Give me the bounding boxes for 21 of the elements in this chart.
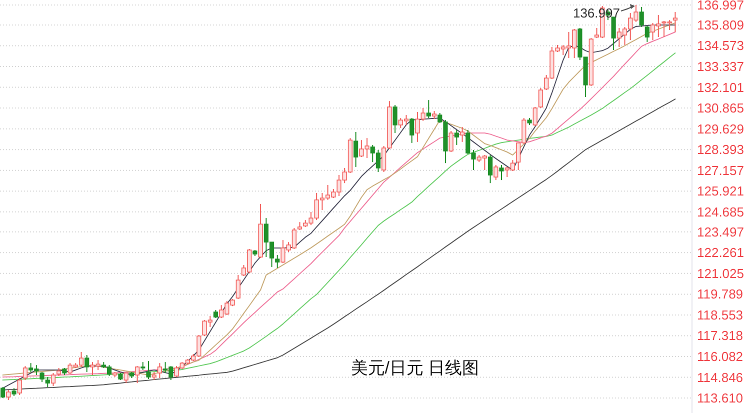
y-tick-label: 119.789	[697, 286, 744, 302]
y-tick-label: 134.573	[697, 38, 744, 54]
y-tick-label: 121.025	[697, 266, 744, 281]
text: 美元/日元 日线图	[350, 358, 480, 378]
y-tick-label: 122.261	[697, 245, 744, 260]
y-tick-label: 127.157	[697, 162, 744, 178]
y-tick-label: 123.497	[697, 224, 744, 240]
y-tick-label: 132.101	[697, 80, 744, 95]
y-tick-label: 116.082	[697, 349, 744, 364]
y-tick-label: 135.809	[697, 17, 744, 32]
y-tick-label: 129.629	[697, 121, 744, 136]
y-tick-label: 130.865	[697, 100, 744, 116]
y-tick-label: 136.997	[697, 0, 744, 13]
y-tick-label: 124.685	[697, 204, 744, 220]
y-tick-label: 125.921	[697, 184, 744, 199]
y-tick-label: 117.318	[697, 328, 744, 344]
y-tick-label: 133.337	[697, 59, 744, 74]
y-tick-label: 128.393	[697, 142, 744, 158]
y-tick-label: 113.610	[697, 390, 744, 406]
y-tick-label: 114.846	[697, 370, 744, 385]
y-tick-label: 118.553	[697, 307, 744, 322]
